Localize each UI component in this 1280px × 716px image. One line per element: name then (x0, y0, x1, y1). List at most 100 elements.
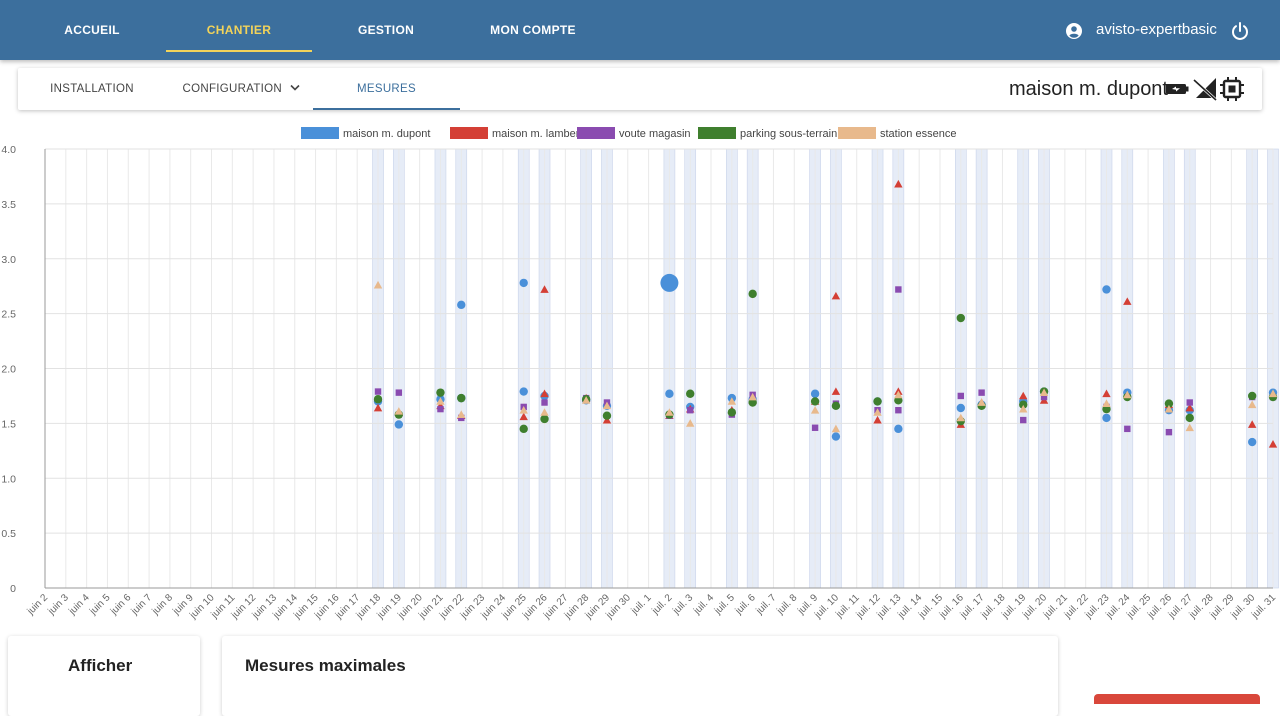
legend-item-maison-m-lambert: maison m. lambert (450, 127, 582, 140)
legend-swatch (698, 127, 736, 139)
data-point (1039, 388, 1049, 397)
data-point (831, 432, 841, 441)
data-point (895, 407, 902, 414)
data-point (519, 406, 528, 414)
data-point (457, 300, 466, 310)
data-point (895, 286, 902, 293)
afficher-title: Afficher (68, 656, 133, 675)
data-point (665, 389, 674, 398)
data-point (1102, 399, 1111, 407)
action-button[interactable] (1094, 694, 1260, 704)
x-tick-label: juil. 6 (733, 592, 758, 617)
chart-grid (44, 148, 1274, 589)
data-point (373, 280, 383, 289)
data-point (436, 388, 445, 397)
x-tick-label: juin 3 (46, 592, 72, 618)
y-axis: 0 0.5 1.0 1.5 2.0 2.5 3.0 3.5 4.0 (1, 144, 46, 595)
data-point (1102, 413, 1111, 423)
x-tick-label: juin 4 (66, 592, 92, 618)
tab-configuration[interactable]: CONFIGURATION (166, 68, 316, 110)
data-point (540, 285, 549, 293)
data-point (1268, 389, 1278, 398)
data-point (1019, 404, 1028, 413)
data-point (1164, 404, 1174, 413)
data-point (686, 419, 695, 427)
legend-label: maison m. lambert (492, 128, 582, 140)
mesures-maximales-card: Mesures maximales (222, 636, 1058, 716)
tab-configuration-label: CONFIGURATION (182, 83, 283, 95)
data-point (1165, 428, 1173, 436)
data-point (1185, 413, 1194, 423)
nav-chantier[interactable]: CHANTIER (166, 0, 312, 60)
data-point (956, 413, 965, 422)
y-tick-label: 1.5 (1, 418, 16, 430)
tab-mesures-label: MESURES (357, 83, 416, 95)
y-tick-label: 3.5 (1, 199, 16, 211)
data-point (1040, 393, 1048, 401)
data-point (873, 408, 882, 416)
data-point (581, 396, 591, 404)
x-tick-label: juin 5 (87, 592, 113, 618)
data-point (873, 397, 882, 406)
data-point (602, 411, 612, 420)
x-tick-label: juil. 3 (670, 592, 695, 617)
user-name[interactable]: avisto-expertbasic (1096, 21, 1217, 38)
tab-installation[interactable]: INSTALLATION (50, 83, 134, 95)
data-point (457, 410, 466, 418)
account-circle-icon[interactable] (1066, 23, 1082, 39)
legend-item-voute-magasin: voute magasin (577, 127, 691, 140)
battery-icon (1166, 84, 1189, 94)
data-point (1019, 391, 1028, 400)
measurements-chart: maison m. dupont maison m. lambert voute m… (1, 127, 1279, 622)
y-tick-label: 4.0 (1, 144, 16, 156)
data-point (727, 408, 737, 417)
legend-label: station essence (880, 128, 956, 140)
legend-swatch (450, 127, 488, 139)
legend-item-maison-m-dupont: maison m. dupont (301, 127, 430, 140)
nav-chantier-label: CHANTIER (206, 23, 272, 37)
data-point (873, 415, 882, 424)
data-point (894, 396, 903, 405)
nav-accueil[interactable]: ACCUEIL (64, 23, 120, 37)
data-points (373, 179, 1278, 448)
data-point (977, 398, 986, 406)
data-point (540, 389, 549, 398)
data-point (665, 408, 674, 416)
no-signal-icon (1192, 78, 1218, 102)
data-point (1247, 391, 1257, 401)
status-icons (1166, 77, 1244, 102)
legend-item-station-essence: station essence (838, 127, 956, 140)
tab-mesures[interactable]: MESURES (313, 68, 460, 110)
data-point (687, 407, 694, 414)
top-navbar: ACCUEIL CHANTIER GESTION MON COMPTE avis… (0, 0, 1280, 60)
data-point (957, 392, 964, 400)
data-point (1020, 416, 1027, 424)
data-point (540, 414, 549, 424)
data-point (519, 412, 528, 421)
series-parking-sous-terrain (373, 289, 1278, 434)
y-tick-label: 2.5 (1, 309, 16, 321)
legend-swatch (838, 127, 876, 139)
power-icon[interactable] (1230, 21, 1250, 41)
data-point (748, 398, 757, 407)
series-maison-m-dupont (373, 273, 1278, 447)
data-point (956, 313, 965, 323)
data-point (519, 424, 528, 434)
data-point (457, 393, 466, 403)
nav-gestion[interactable]: GESTION (357, 23, 415, 37)
x-tick-label: juil. 7 (754, 592, 779, 617)
data-point (686, 389, 695, 398)
legend-swatch (577, 127, 615, 139)
data-point (394, 420, 404, 429)
data-point (1268, 440, 1278, 448)
series-voute-magasin (374, 286, 1277, 436)
nav-mon-compte[interactable]: MON COMPTE (490, 23, 576, 37)
data-point (519, 278, 528, 288)
y-tick-label: 2.0 (1, 364, 16, 376)
x-tick-label: juin 7 (129, 592, 155, 618)
x-tick-label: juin 2 (25, 592, 51, 618)
data-point (894, 179, 903, 188)
data-point (894, 424, 903, 434)
data-point (1123, 390, 1132, 399)
sub-navbar: INSTALLATION CONFIGURATION MESURES maiso… (18, 68, 1262, 110)
